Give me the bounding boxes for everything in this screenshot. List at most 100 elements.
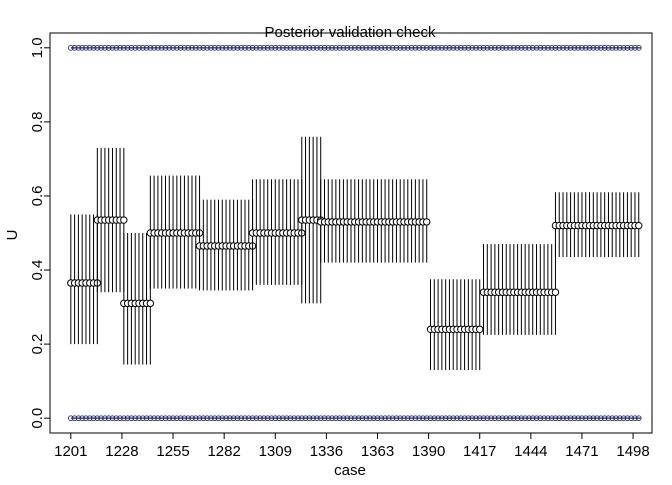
boundary-point bbox=[83, 44, 89, 51]
x-tick-label: 1255 bbox=[156, 443, 189, 460]
boundary-point bbox=[181, 44, 188, 51]
boundary-point bbox=[329, 44, 335, 51]
boundary-point bbox=[298, 415, 305, 422]
boundary-point bbox=[230, 44, 237, 51]
boundary-point bbox=[541, 415, 547, 422]
boundary-point bbox=[435, 44, 441, 51]
boundary-point bbox=[102, 44, 108, 51]
boundary-point bbox=[473, 44, 479, 51]
boundary-point bbox=[325, 44, 332, 51]
boundary-point bbox=[439, 44, 445, 51]
boundary-point bbox=[162, 44, 169, 51]
boundary-point bbox=[67, 44, 74, 51]
case-group-7 bbox=[317, 179, 431, 263]
boundary-point bbox=[423, 415, 430, 422]
y-tick-label: 0.8 bbox=[29, 111, 46, 132]
boundary-point bbox=[102, 415, 108, 422]
boundary-point bbox=[613, 44, 619, 51]
boundary-point bbox=[306, 44, 313, 51]
case-group-3 bbox=[146, 175, 204, 289]
case-group-10 bbox=[551, 192, 643, 258]
boundary-point bbox=[151, 44, 157, 51]
boundary-point bbox=[333, 415, 339, 422]
boundary-point bbox=[295, 415, 301, 422]
boundary-point bbox=[139, 415, 146, 422]
boundary-point bbox=[507, 415, 513, 422]
boundary-point bbox=[518, 44, 525, 51]
case-group-8 bbox=[426, 279, 484, 371]
boundary-point bbox=[378, 44, 385, 51]
boundary-point bbox=[465, 415, 472, 422]
boundary-point bbox=[431, 44, 438, 51]
boundary-point bbox=[412, 44, 419, 51]
boundary-point bbox=[348, 415, 354, 422]
boundary-point bbox=[147, 44, 154, 51]
x-tick-label: 1363 bbox=[361, 443, 394, 460]
boundary-point bbox=[261, 44, 267, 51]
boundary-point bbox=[526, 44, 532, 51]
boundary-point bbox=[170, 44, 176, 51]
boundary-point bbox=[552, 415, 559, 422]
boundary-point bbox=[598, 415, 604, 422]
boundary-point bbox=[389, 44, 396, 51]
boundary-point bbox=[454, 44, 460, 51]
boundary-point bbox=[120, 44, 127, 51]
boundary-point bbox=[628, 44, 635, 51]
boundary-point bbox=[208, 415, 214, 422]
boundary-point bbox=[234, 415, 241, 422]
x-tick-label: 1336 bbox=[310, 443, 343, 460]
boundary-point bbox=[279, 415, 286, 422]
boundary-point bbox=[367, 415, 373, 422]
boundary-point bbox=[476, 44, 483, 51]
boundary-point bbox=[329, 415, 335, 422]
boundary-point bbox=[109, 44, 116, 51]
boundary-point bbox=[94, 415, 101, 422]
boundary-point bbox=[382, 415, 388, 422]
boundary-point bbox=[473, 415, 479, 422]
boundary-point bbox=[609, 44, 616, 51]
y-tick-label: 0.4 bbox=[29, 260, 46, 281]
boundary-point bbox=[582, 44, 589, 51]
x-tick-label: 1309 bbox=[259, 443, 292, 460]
boundary-point bbox=[173, 44, 180, 51]
boundary-point bbox=[389, 415, 396, 422]
boundary-point bbox=[75, 44, 82, 51]
boundary-point bbox=[302, 415, 309, 422]
boundary-point bbox=[257, 44, 263, 51]
boundary-point bbox=[264, 44, 271, 51]
boundary-point bbox=[420, 44, 426, 51]
boundary-point bbox=[351, 44, 358, 51]
boundary-point bbox=[333, 44, 339, 51]
boundary-point bbox=[537, 415, 544, 422]
boundary-point bbox=[401, 44, 407, 51]
boundary-point bbox=[223, 415, 229, 422]
boundary-point bbox=[601, 415, 608, 422]
boundary-point bbox=[117, 44, 123, 51]
boundary-point bbox=[416, 44, 423, 51]
boundary-point bbox=[211, 44, 218, 51]
boundary-point bbox=[624, 44, 631, 51]
boundary-point bbox=[492, 415, 498, 422]
boundary-point bbox=[272, 415, 279, 422]
boundary-point bbox=[355, 415, 362, 422]
boundary-point bbox=[586, 44, 593, 51]
boundary-point bbox=[439, 415, 445, 422]
boundary-point bbox=[526, 415, 532, 422]
boundary-point bbox=[298, 44, 305, 51]
boundary-point bbox=[605, 44, 612, 51]
boundary-point bbox=[465, 44, 472, 51]
boundary-point bbox=[245, 44, 252, 51]
boundary-point bbox=[348, 44, 354, 51]
boundary-point bbox=[219, 415, 226, 422]
boundary-point bbox=[590, 415, 597, 422]
boundary-point bbox=[397, 44, 404, 51]
boundary-point bbox=[363, 415, 369, 422]
boundary-point bbox=[499, 415, 506, 422]
boundary-point bbox=[132, 44, 139, 51]
mean-point bbox=[146, 299, 155, 308]
boundary-point bbox=[196, 415, 203, 422]
y-tick-label: 0.6 bbox=[29, 186, 46, 207]
boundary-point bbox=[533, 44, 540, 51]
boundary-point bbox=[594, 415, 600, 422]
boundary-point bbox=[404, 415, 411, 422]
